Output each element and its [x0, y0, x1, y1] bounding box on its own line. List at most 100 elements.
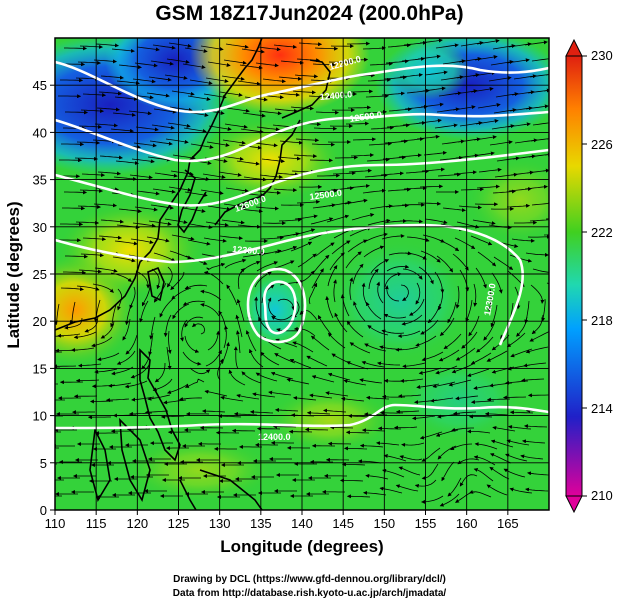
streamline	[148, 76, 172, 82]
x-tick-label: 140	[291, 516, 313, 531]
streamline	[476, 39, 500, 45]
streamline	[414, 479, 437, 488]
streamline	[509, 106, 533, 112]
streamline	[93, 59, 117, 64]
streamline	[100, 75, 124, 80]
streamline	[224, 258, 247, 269]
streamline	[361, 360, 385, 368]
streamline	[200, 302, 220, 317]
streamline	[350, 89, 374, 94]
y-tick-label: 30	[33, 220, 47, 235]
page-title: GSM 18Z17Jun2024 (200.0hPa)	[155, 2, 464, 25]
streamline	[116, 80, 140, 85]
streamline	[525, 104, 549, 110]
streamline	[329, 425, 354, 430]
streamline	[242, 251, 266, 258]
streamline	[514, 220, 538, 225]
streamline	[78, 269, 102, 274]
streamline	[470, 87, 494, 93]
streamline	[95, 43, 119, 48]
streamline	[254, 142, 278, 148]
streamline	[223, 325, 228, 349]
streamline	[237, 268, 245, 290]
streamline	[171, 90, 195, 96]
streamline	[468, 315, 480, 337]
streamline	[415, 335, 437, 347]
y-tick-label: 45	[33, 78, 47, 93]
x-axis: 110 115 120 125 130 135 140 145 150 155 160 165	[45, 510, 519, 531]
contour-label: 12500.0	[349, 110, 383, 124]
streamline	[531, 202, 549, 206]
streamline	[339, 478, 364, 483]
streamline	[473, 283, 478, 307]
streamline	[505, 453, 528, 462]
streamline	[274, 108, 298, 113]
streamline	[483, 320, 496, 341]
streamline	[335, 155, 359, 160]
streamline	[205, 221, 229, 227]
streamline	[94, 368, 118, 374]
streamline	[166, 346, 172, 370]
streamline	[550, 41, 572, 43]
streamline	[541, 298, 546, 322]
streamline	[309, 393, 333, 399]
streamline	[343, 446, 368, 451]
streamline	[293, 154, 318, 159]
streamline	[477, 251, 497, 267]
streamline	[170, 170, 194, 176]
streamline	[447, 477, 462, 497]
streamline	[341, 396, 365, 402]
streamline	[136, 190, 160, 196]
streamline	[306, 410, 331, 415]
streamline	[475, 267, 487, 289]
streamline	[164, 74, 188, 80]
streamline	[439, 493, 460, 507]
streamline	[330, 186, 354, 191]
streamline	[207, 61, 231, 67]
streamline	[385, 203, 409, 208]
y-tick-label: 15	[33, 361, 47, 376]
streamline	[294, 74, 319, 79]
streamline	[376, 281, 384, 304]
streamline	[296, 58, 321, 63]
streamline	[377, 361, 400, 366]
streamline	[219, 91, 243, 97]
streamline	[114, 96, 138, 101]
streamline	[144, 410, 169, 415]
streamline	[397, 394, 422, 399]
wind-streamlines	[55, 38, 572, 507]
streamline	[368, 268, 379, 290]
streamline	[368, 141, 393, 146]
streamline	[293, 326, 316, 337]
streamline	[420, 250, 441, 263]
streamline	[326, 214, 350, 223]
streamline	[327, 265, 338, 287]
streamline	[255, 372, 278, 382]
x-tick-label: 125	[168, 516, 190, 531]
streamline	[395, 409, 420, 414]
streamline	[399, 219, 424, 224]
streamline	[383, 313, 407, 319]
streamline	[523, 424, 548, 429]
contour-label: 12300.0	[232, 244, 265, 257]
streamline	[359, 378, 383, 384]
streamline	[543, 234, 549, 236]
streamline	[315, 110, 340, 115]
streamline	[69, 301, 76, 324]
streamline	[420, 102, 444, 108]
streamline	[506, 332, 526, 348]
streamline	[384, 139, 408, 144]
streamline	[184, 316, 204, 328]
streamline	[404, 252, 427, 260]
streamline	[524, 40, 548, 46]
streamline	[82, 237, 107, 242]
streamline	[200, 289, 222, 301]
streamline	[346, 184, 370, 189]
streamline	[275, 172, 299, 177]
streamline	[219, 235, 243, 241]
streamline	[520, 454, 544, 460]
streamline	[217, 358, 224, 381]
streamline	[486, 484, 508, 496]
streamline	[430, 397, 454, 403]
streamline	[393, 425, 418, 430]
